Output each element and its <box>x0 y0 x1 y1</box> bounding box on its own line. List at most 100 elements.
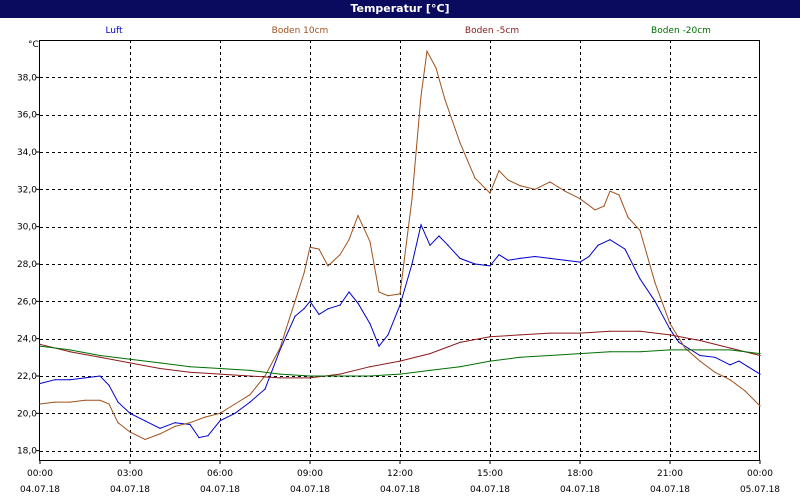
data-point <box>369 366 371 368</box>
data-point <box>420 224 422 226</box>
data-point <box>549 354 551 357</box>
data-point <box>609 351 611 353</box>
data-point <box>447 244 449 246</box>
y-tick-label: 20,0 <box>17 409 37 419</box>
data-point <box>729 379 731 381</box>
data-point <box>378 291 380 293</box>
data-point <box>294 300 296 302</box>
data-point <box>129 431 131 433</box>
data-point <box>411 263 413 265</box>
data-point <box>603 205 605 207</box>
data-point <box>654 300 656 302</box>
data-point <box>669 349 671 351</box>
data-point <box>438 235 440 237</box>
data-point <box>498 170 500 172</box>
data-point <box>318 313 320 315</box>
data-point <box>117 401 119 403</box>
y-tick-label: 34,0 <box>17 148 37 158</box>
y-tick-labels: 18,0 20,0 22,0 24,0 26,0 28,0 30,0 32,0 34,0 36,0… <box>17 73 40 457</box>
x-tick-time-label: 18:00 <box>567 469 593 479</box>
x-tick-date-label: 04.07.18 <box>110 485 150 495</box>
x-tick-time-label: 03:00 <box>117 469 143 479</box>
series-luft <box>39 223 761 439</box>
y-tick-label: 24,0 <box>17 335 37 345</box>
series-lines <box>39 49 761 441</box>
data-point <box>609 330 611 332</box>
data-point <box>444 99 446 101</box>
series-boden-10cm <box>39 49 761 441</box>
x-tick-time-label: 12:00 <box>387 469 413 479</box>
data-point <box>39 345 41 347</box>
data-point <box>84 377 86 379</box>
data-point <box>429 353 431 355</box>
data-point <box>69 379 71 381</box>
data-point <box>108 403 110 405</box>
y-tick-label: 32,0 <box>17 185 37 195</box>
data-point <box>249 401 251 403</box>
data-point <box>339 375 341 377</box>
data-point <box>534 188 536 190</box>
data-point <box>714 356 716 358</box>
data-point <box>609 190 611 192</box>
data-point <box>189 422 191 424</box>
x-tick-date-label: 04.07.18 <box>470 485 510 495</box>
data-point <box>738 360 740 362</box>
data-point <box>489 360 491 362</box>
data-point <box>309 377 311 379</box>
data-point <box>159 433 161 435</box>
data-point <box>348 239 350 241</box>
legend-item: Boden -5cm <box>465 26 519 36</box>
data-point <box>249 375 251 377</box>
data-point <box>144 420 146 422</box>
chart-title: Temperatur [°C] <box>0 0 800 18</box>
data-point <box>303 272 305 274</box>
data-point <box>639 330 641 332</box>
data-point <box>549 257 551 259</box>
data-point <box>219 373 221 375</box>
x-tick-time-label: 00:00 <box>747 469 773 479</box>
data-point <box>669 334 671 336</box>
data-point <box>99 399 101 401</box>
data-point <box>759 405 761 407</box>
data-point <box>198 437 200 439</box>
data-point <box>597 244 599 246</box>
data-point <box>459 142 461 144</box>
data-point <box>420 95 422 97</box>
data-point <box>627 216 629 218</box>
data-point <box>699 349 701 351</box>
data-point <box>378 345 380 347</box>
data-point <box>69 349 71 351</box>
data-point <box>744 390 746 392</box>
data-point <box>498 254 500 256</box>
data-point <box>303 308 305 310</box>
data-point <box>459 366 461 368</box>
data-point <box>339 254 341 256</box>
y-axis-unit: °C <box>28 40 39 50</box>
data-point <box>729 347 731 349</box>
data-point <box>54 401 56 403</box>
data-point <box>429 244 431 246</box>
data-point <box>759 354 761 357</box>
legend-item: Boden 10cm <box>272 26 329 36</box>
data-point <box>357 302 359 304</box>
data-point <box>189 371 191 373</box>
data-point <box>279 347 281 349</box>
data-point <box>747 366 749 368</box>
data-point <box>357 214 359 217</box>
data-point <box>519 257 521 259</box>
y-tick-label: 38,0 <box>17 73 37 83</box>
data-point <box>339 373 341 375</box>
x-tick-date-label: 04.07.18 <box>560 485 600 495</box>
data-point <box>669 323 671 325</box>
data-point <box>264 375 266 377</box>
data-point <box>699 360 701 362</box>
data-point <box>159 367 161 370</box>
data-point <box>579 261 581 263</box>
y-tick-label: 36,0 <box>17 111 37 121</box>
x-tick-date-label: 04.07.18 <box>650 485 690 495</box>
y-tick-label: 18,0 <box>17 447 37 457</box>
data-point <box>309 246 311 248</box>
data-point <box>369 375 371 377</box>
y-tick-label: 30,0 <box>17 223 37 233</box>
